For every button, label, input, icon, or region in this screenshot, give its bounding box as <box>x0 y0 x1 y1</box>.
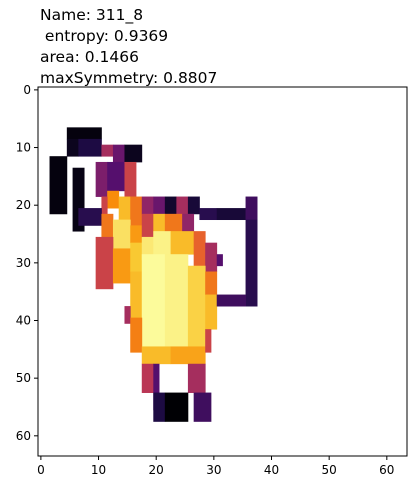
heatmap-cell-block <box>141 346 172 365</box>
heatmap-cell-block <box>170 346 206 365</box>
heatmap-cell-block <box>141 196 154 215</box>
heatmap-cell-block <box>130 317 143 353</box>
heatmap-cell-block <box>118 196 131 226</box>
heatmap-cell-block <box>107 190 120 209</box>
heatmap-cell-block <box>130 271 143 319</box>
heatmap-cell-block <box>193 392 212 422</box>
title-area: area: 0.1466 <box>40 48 139 66</box>
title-name: Name: 311_8 <box>40 6 144 24</box>
heatmap-cell-block <box>216 208 246 221</box>
heatmap-cell-block <box>182 213 195 232</box>
title-max-symmetry: maxSymmetry: 0.8807 <box>40 69 218 87</box>
heatmap-cell-block <box>95 236 114 290</box>
heatmap-cell-block <box>101 196 108 221</box>
heatmap-cell-block <box>216 254 223 267</box>
heatmap-cell-block <box>164 213 183 232</box>
heatmap-cell-block <box>216 294 246 307</box>
axes-frame <box>37 86 408 457</box>
x-tick-label: 50 <box>322 463 337 477</box>
y-tick-label: 30 <box>16 256 31 270</box>
heatmap-cell-block <box>205 329 212 353</box>
heatmap-cell-block <box>66 138 79 157</box>
heatmap-cell-block <box>130 225 143 244</box>
heatmap-cell-block <box>153 231 172 255</box>
heatmap-cell-block <box>124 161 137 197</box>
heatmap-cell-block <box>199 208 218 221</box>
heatmap-cell-block <box>245 219 258 307</box>
x-tick-label: 20 <box>149 463 164 477</box>
heatmap-cell-block <box>66 127 102 140</box>
y-tick-label: 0 <box>23 83 31 97</box>
heatmap-cell-block <box>187 196 200 215</box>
heatmap-cell-block <box>130 196 143 232</box>
heatmap-cell-block <box>101 144 114 157</box>
heatmap-cell-block <box>153 392 166 422</box>
heatmap-cell-block <box>164 392 189 422</box>
heatmap-cell-block <box>141 236 154 261</box>
x-tick-label: 30 <box>206 463 221 477</box>
heatmap-cell-block <box>153 196 166 215</box>
axis-ticks: 0 10 20 30 40 50 60 0 10 20 30 40 50 60 <box>16 83 395 477</box>
heatmap-cell-block <box>49 156 68 215</box>
heatmap-cell-block <box>130 242 143 272</box>
heatmap-cell-block <box>124 306 131 324</box>
heatmap-cell-block <box>205 242 218 272</box>
heatmap-cell-block <box>205 271 218 295</box>
heatmap-cell-block <box>95 161 108 197</box>
heatmap-cell-block <box>193 231 206 267</box>
heatmap-cell-block <box>107 161 125 192</box>
heatmap-cell-block <box>72 167 85 232</box>
y-tick-label: 20 <box>16 198 31 212</box>
heatmap-cell-block <box>153 363 160 411</box>
heatmap-cell-block <box>187 265 206 347</box>
heatmap-cell-block <box>176 196 189 215</box>
heatmap-cell-block <box>78 208 102 226</box>
heatmap-cell-block <box>112 219 131 249</box>
heatmap-cell-block <box>101 213 114 238</box>
heatmap-cell-block <box>78 138 102 157</box>
title-entropy: entropy: 0.9369 <box>40 27 169 45</box>
heatmap-cell-block <box>205 294 218 330</box>
x-tick-label: 0 <box>37 463 45 477</box>
heatmap-cell-block <box>164 196 177 215</box>
heatmap-cell-block <box>141 254 166 347</box>
y-tick-label: 10 <box>16 141 31 155</box>
heatmap-cell-block <box>153 213 166 238</box>
heatmap-cell-block <box>187 363 206 393</box>
x-tick-label: 60 <box>379 463 394 477</box>
heatmap-cell-block <box>245 196 258 221</box>
heatmap-cell-block <box>124 144 143 163</box>
y-tick-label: 60 <box>16 429 31 443</box>
y-tick-label: 40 <box>16 314 31 328</box>
x-tick-label: 40 <box>264 463 279 477</box>
heatmap-cells <box>49 127 258 422</box>
heatmap-cell-block <box>170 231 195 255</box>
heatmap-cell-block <box>141 213 154 238</box>
x-tick-label: 10 <box>91 463 106 477</box>
heatmap-cell-block <box>164 254 189 347</box>
heatmap-cell-block <box>141 363 154 393</box>
heatmap-cell-block <box>112 248 131 284</box>
heatmap-cell-block <box>112 144 125 163</box>
y-tick-label: 50 <box>16 371 31 385</box>
